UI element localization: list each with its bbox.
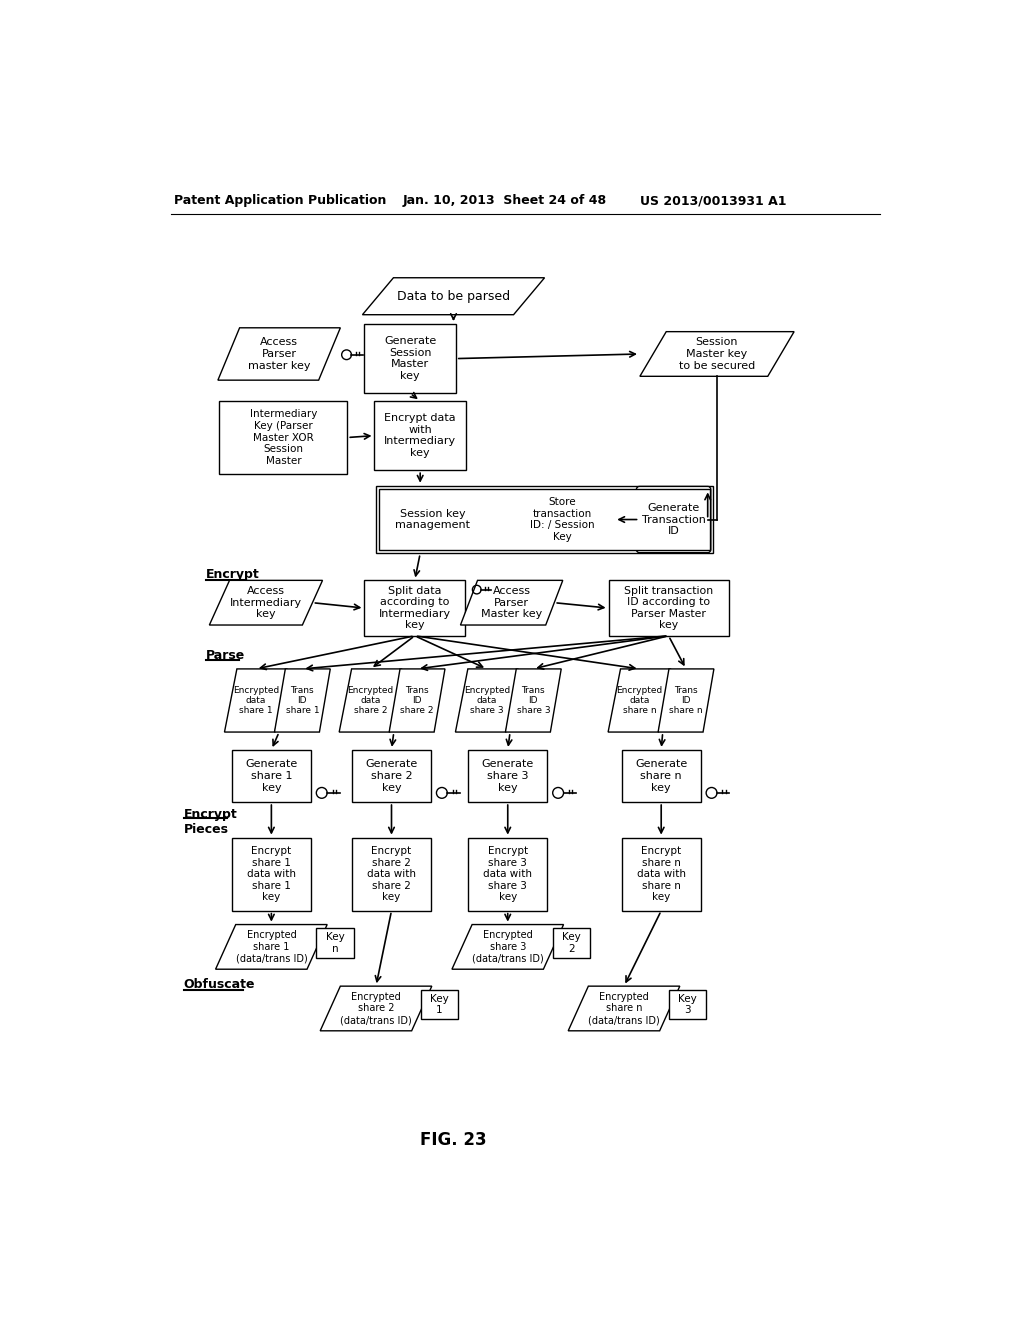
Text: Encrypted
share 3
(data/trans ID): Encrypted share 3 (data/trans ID) bbox=[472, 931, 544, 964]
FancyBboxPatch shape bbox=[421, 990, 458, 1019]
Polygon shape bbox=[209, 581, 323, 626]
Text: Key
1: Key 1 bbox=[430, 994, 449, 1015]
FancyBboxPatch shape bbox=[352, 838, 431, 911]
Text: Trans
ID
share 2: Trans ID share 2 bbox=[400, 685, 434, 715]
Text: Key
n: Key n bbox=[326, 932, 344, 954]
Text: Encrypt
Pieces: Encrypt Pieces bbox=[183, 808, 238, 836]
Text: US 2013/0013931 A1: US 2013/0013931 A1 bbox=[640, 194, 786, 207]
Text: Trans
ID
share n: Trans ID share n bbox=[670, 685, 702, 715]
FancyBboxPatch shape bbox=[376, 486, 713, 553]
Text: Generate
share 3
key: Generate share 3 key bbox=[481, 759, 534, 792]
FancyBboxPatch shape bbox=[379, 488, 710, 550]
FancyBboxPatch shape bbox=[365, 323, 456, 393]
Text: Access
Parser
Master key: Access Parser Master key bbox=[481, 586, 543, 619]
FancyBboxPatch shape bbox=[231, 838, 311, 911]
Text: Split transaction
ID according to
Parser Master
key: Split transaction ID according to Parser… bbox=[624, 586, 713, 631]
Polygon shape bbox=[321, 986, 432, 1031]
Text: Encrypt
share 3
data with
share 3
key: Encrypt share 3 data with share 3 key bbox=[483, 846, 532, 903]
Polygon shape bbox=[506, 669, 561, 733]
FancyBboxPatch shape bbox=[365, 581, 465, 636]
FancyBboxPatch shape bbox=[669, 990, 707, 1019]
Polygon shape bbox=[362, 277, 545, 314]
Text: Access
Intermediary
key: Access Intermediary key bbox=[229, 586, 302, 619]
Text: Key
2: Key 2 bbox=[562, 932, 581, 954]
Text: Generate
share 1
key: Generate share 1 key bbox=[246, 759, 298, 792]
FancyBboxPatch shape bbox=[553, 928, 590, 958]
Text: Encrypted
share 1
(data/trans ID): Encrypted share 1 (data/trans ID) bbox=[236, 931, 307, 964]
Text: Session key
management: Session key management bbox=[395, 508, 470, 531]
FancyBboxPatch shape bbox=[622, 838, 700, 911]
Text: Patent Application Publication: Patent Application Publication bbox=[174, 194, 387, 207]
Text: Encrypt
share 1
data with
share 1
key: Encrypt share 1 data with share 1 key bbox=[247, 846, 296, 903]
Text: Encrypted
data
share 3: Encrypted data share 3 bbox=[464, 685, 510, 715]
Polygon shape bbox=[218, 327, 340, 380]
FancyBboxPatch shape bbox=[468, 838, 547, 911]
FancyBboxPatch shape bbox=[636, 487, 711, 553]
Polygon shape bbox=[461, 581, 563, 626]
FancyBboxPatch shape bbox=[468, 750, 547, 803]
Text: Encrypt data
with
Intermediary
key: Encrypt data with Intermediary key bbox=[384, 413, 457, 458]
Polygon shape bbox=[274, 669, 331, 733]
Polygon shape bbox=[640, 331, 795, 376]
Text: Obfuscate: Obfuscate bbox=[183, 978, 255, 991]
Text: Encrypted
data
share n: Encrypted data share n bbox=[616, 685, 663, 715]
FancyBboxPatch shape bbox=[219, 401, 347, 474]
Polygon shape bbox=[216, 924, 328, 969]
Polygon shape bbox=[452, 924, 563, 969]
Text: Session
Master key
to be secured: Session Master key to be secured bbox=[679, 338, 755, 371]
Text: Trans
ID
share 1: Trans ID share 1 bbox=[286, 685, 319, 715]
Text: Split data
according to
Intermediary
key: Split data according to Intermediary key bbox=[379, 586, 451, 631]
FancyBboxPatch shape bbox=[375, 401, 466, 470]
Text: Store
transaction
ID: / Session
Key: Store transaction ID: / Session Key bbox=[529, 498, 594, 543]
Text: Intermediary
Key (Parser
Master XOR
Session
Master: Intermediary Key (Parser Master XOR Sess… bbox=[250, 409, 317, 466]
Text: Key
3: Key 3 bbox=[678, 994, 697, 1015]
Text: Encrypted
share 2
(data/trans ID): Encrypted share 2 (data/trans ID) bbox=[340, 991, 412, 1026]
Text: Encrypted
data
share 1: Encrypted data share 1 bbox=[232, 685, 279, 715]
Polygon shape bbox=[658, 669, 714, 733]
Polygon shape bbox=[501, 492, 624, 548]
Text: Encrypt
share n
data with
share n
key: Encrypt share n data with share n key bbox=[637, 846, 686, 903]
Polygon shape bbox=[608, 669, 671, 733]
Polygon shape bbox=[389, 669, 445, 733]
FancyBboxPatch shape bbox=[608, 581, 729, 636]
Text: Parse: Parse bbox=[206, 648, 245, 661]
Text: Generate
share 2
key: Generate share 2 key bbox=[366, 759, 418, 792]
Text: Encrypt: Encrypt bbox=[206, 568, 259, 581]
Text: Encrypted
share n
(data/trans ID): Encrypted share n (data/trans ID) bbox=[588, 991, 659, 1026]
Text: Generate
Session
Master
key: Generate Session Master key bbox=[384, 337, 436, 381]
Text: Encrypted
data
share 2: Encrypted data share 2 bbox=[347, 685, 393, 715]
Text: Data to be parsed: Data to be parsed bbox=[397, 289, 510, 302]
Text: Trans
ID
share 3: Trans ID share 3 bbox=[516, 685, 550, 715]
Text: FIG. 23: FIG. 23 bbox=[420, 1131, 486, 1150]
Text: Jan. 10, 2013  Sheet 24 of 48: Jan. 10, 2013 Sheet 24 of 48 bbox=[403, 194, 607, 207]
Text: Generate
share n
key: Generate share n key bbox=[635, 759, 687, 792]
FancyBboxPatch shape bbox=[316, 928, 353, 958]
Polygon shape bbox=[339, 669, 402, 733]
Text: Encrypt
share 2
data with
share 2
key: Encrypt share 2 data with share 2 key bbox=[367, 846, 416, 903]
FancyBboxPatch shape bbox=[622, 750, 700, 803]
FancyBboxPatch shape bbox=[231, 750, 311, 803]
FancyBboxPatch shape bbox=[352, 750, 431, 803]
Polygon shape bbox=[568, 986, 680, 1031]
Text: Generate
Transaction
ID: Generate Transaction ID bbox=[642, 503, 706, 536]
Polygon shape bbox=[456, 669, 518, 733]
Polygon shape bbox=[224, 669, 288, 733]
Text: Access
Parser
master key: Access Parser master key bbox=[248, 338, 310, 371]
